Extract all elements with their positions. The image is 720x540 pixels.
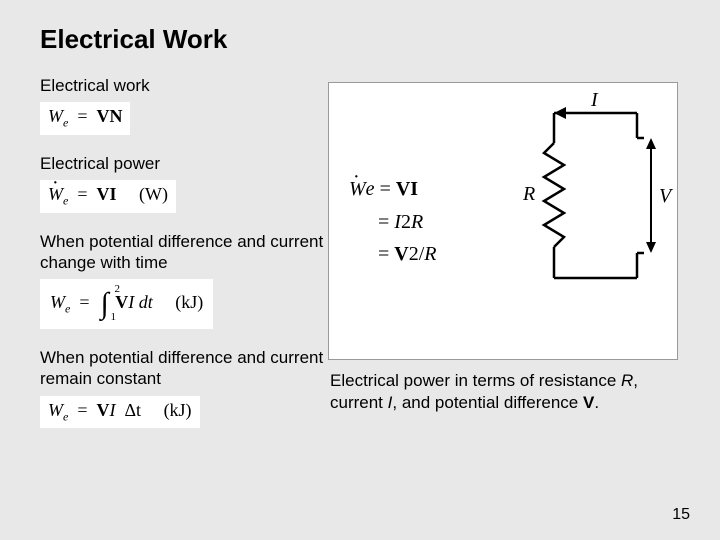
label-time-varying: When potential difference and current ch…: [40, 231, 330, 274]
label-I: I: [591, 89, 598, 112]
left-column: Electrical work We = VN Electrical power…: [40, 75, 330, 446]
circuit-eq3: = V2/R: [378, 243, 437, 266]
label-V: V: [659, 185, 671, 208]
label-R: R: [523, 183, 535, 206]
formula-work: We = VN: [40, 102, 130, 135]
circuit-diagram: I R V We = VI = I2R = V2/R: [328, 82, 678, 360]
slide-title: Electrical Work: [40, 24, 688, 55]
label-constant: When potential difference and current re…: [40, 347, 330, 390]
formula-power: We = VI (W): [40, 180, 176, 213]
circuit-eq1: We = VI: [349, 178, 418, 201]
formula-constant: We = VI Δt (kJ): [40, 396, 200, 429]
formula-integral: We = ∫21 VI dt (kJ): [40, 279, 213, 329]
slide: Electrical Work Electrical work We = VN …: [0, 0, 720, 540]
label-electrical-work: Electrical work: [40, 75, 330, 96]
diagram-caption: Electrical power in terms of resistance …: [330, 370, 686, 414]
circuit-eq2: = I2R: [378, 211, 423, 234]
page-number: 15: [672, 506, 690, 524]
label-electrical-power: Electrical power: [40, 153, 330, 174]
